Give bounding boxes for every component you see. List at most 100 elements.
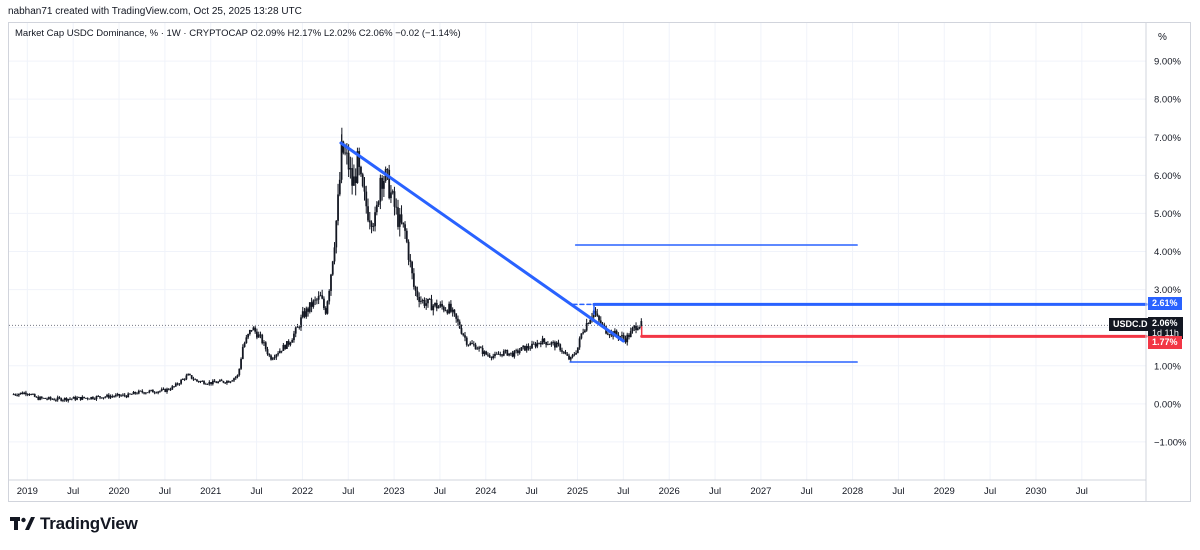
candle-body (118, 394, 121, 397)
candle-body (187, 374, 190, 376)
x-tick-label: Jul (67, 486, 79, 497)
candle-body (208, 382, 211, 385)
candle-body (233, 378, 235, 381)
candle-body (49, 397, 52, 400)
bar-countdown: 1d 11h (1152, 328, 1179, 339)
candle-body (84, 397, 87, 399)
candle-body (116, 394, 119, 395)
candle-body (315, 299, 318, 301)
legend-high: H2.17% (287, 28, 322, 39)
x-tick-label: Jul (250, 486, 262, 497)
candle-body (499, 354, 502, 356)
candle-body (446, 310, 449, 314)
x-tick-label: Jul (984, 486, 996, 497)
candle-body (599, 320, 602, 325)
candle-body (398, 214, 401, 227)
candle-body (598, 315, 600, 321)
candle-body (524, 345, 526, 351)
candle-body (457, 318, 459, 322)
candle-body (190, 375, 193, 379)
candle-body (344, 152, 346, 154)
candle-body (631, 328, 634, 332)
candle-body (464, 335, 466, 338)
candle-body (141, 390, 144, 393)
candle-body (479, 347, 482, 349)
candle-body (428, 298, 431, 300)
x-tick-label: 2022 (292, 486, 313, 497)
candle-body (218, 380, 221, 382)
candle-body (555, 342, 558, 348)
candle-body (63, 397, 66, 401)
candle-body (356, 151, 359, 183)
candle-body (58, 397, 61, 399)
candle-body (520, 347, 523, 351)
candle-body (157, 391, 160, 393)
candle-body (340, 141, 343, 180)
candle-body (529, 348, 532, 350)
candle-body (365, 191, 368, 207)
candle-body (345, 152, 348, 154)
candle-body (137, 390, 140, 394)
candle-body (132, 391, 135, 395)
candle-body (474, 344, 477, 350)
candle-body (633, 325, 636, 329)
symbol-legend[interactable]: Market Cap USDC Dominance, % · 1W · CRYP… (15, 28, 461, 39)
candle-body (381, 177, 384, 189)
candle-body (377, 201, 380, 205)
candle-body (494, 353, 496, 356)
candle-body (167, 388, 170, 390)
candle-body (434, 302, 436, 306)
candle-body (76, 397, 78, 400)
candle-body (300, 317, 302, 328)
candle-body (534, 343, 537, 347)
candle-body (25, 392, 27, 395)
candle-body (144, 392, 147, 394)
y-tick-label: 1.00% (1154, 361, 1181, 372)
candle-body (46, 398, 48, 400)
candle-body (483, 351, 486, 354)
candle-body (245, 337, 248, 344)
candle-body (460, 328, 463, 334)
candle-body (60, 398, 63, 401)
candle-body (451, 309, 454, 312)
current-price-tag: 2.06% 1d 11h (1148, 317, 1183, 340)
candle-body (538, 342, 540, 344)
candle-body (582, 332, 585, 334)
symbol-tag: USDC.D (1109, 318, 1152, 332)
candle-body (256, 331, 258, 338)
candle-body (351, 168, 354, 186)
candle-body (379, 177, 382, 202)
x-tick-label: Jul (434, 486, 446, 497)
candle-body (640, 321, 643, 327)
candle-body (259, 334, 262, 336)
candle-body (390, 192, 392, 199)
candle-body (136, 393, 138, 395)
x-tick-label: 2029 (934, 486, 955, 497)
candle-body (515, 350, 518, 352)
candle-body (62, 400, 64, 401)
x-tick-label: 2026 (659, 486, 680, 497)
candle-body (42, 397, 45, 399)
candle-body (506, 350, 509, 356)
tradingview-logo[interactable]: TradingView (10, 514, 138, 534)
candle-body (342, 141, 345, 153)
candle-body (636, 328, 639, 331)
y-tick-label: 4.00% (1154, 247, 1181, 258)
candle-body (382, 180, 385, 189)
candle-body (360, 166, 362, 175)
x-tick-label: Jul (526, 486, 538, 497)
candle-body (247, 334, 250, 338)
candle-body (462, 333, 465, 336)
candle-body (405, 230, 408, 242)
candle-body (337, 194, 339, 221)
candle-body (437, 306, 440, 309)
candle-body (349, 168, 352, 170)
candle-body (444, 310, 447, 312)
candle-body (280, 350, 283, 352)
candle-body (287, 341, 290, 345)
candle-body (143, 392, 145, 394)
candle-body (199, 381, 202, 383)
candle-body (298, 326, 301, 328)
candle-body (400, 214, 403, 223)
